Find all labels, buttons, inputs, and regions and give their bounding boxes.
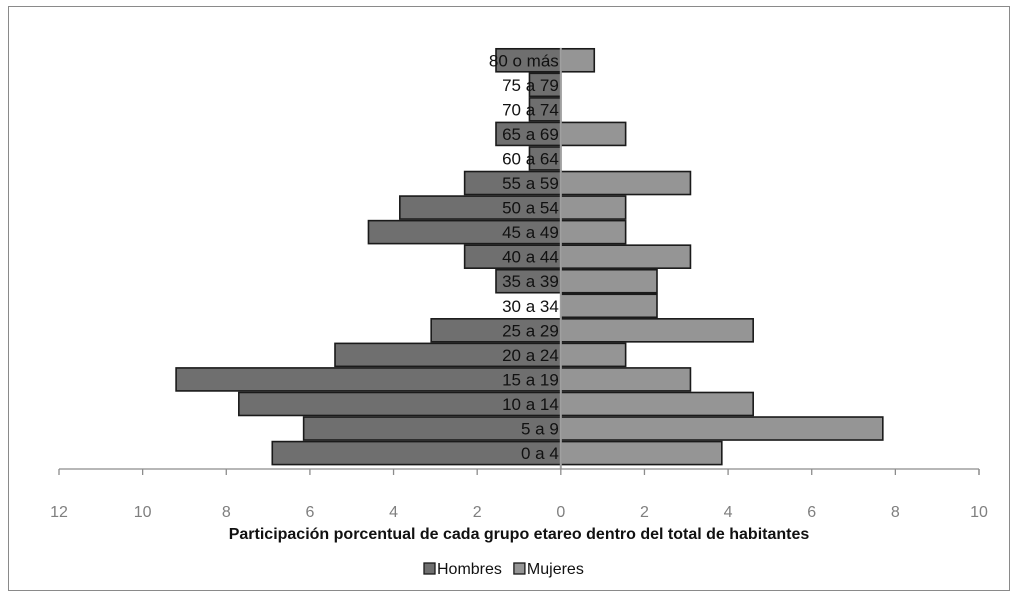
age-group-label: 0 a 4: [521, 444, 559, 463]
age-group-label: 60 a 64: [502, 149, 559, 168]
bar-mujeres-65-a-69: [560, 121, 627, 147]
x-tick-label: 8: [891, 504, 900, 521]
bar-mujeres-0-a-4: [560, 440, 723, 466]
age-group-label: 75 a 79: [502, 76, 559, 95]
bar-mujeres-40-a-44: [560, 244, 692, 269]
bar-hombres-0-a-4: [271, 440, 562, 466]
x-tick-label: 4: [724, 504, 733, 521]
legend-label-hombres: Hombres: [437, 561, 502, 578]
x-tick-label: 10: [134, 504, 152, 521]
bar-mujeres-25-a-29: [560, 318, 754, 343]
x-tick-label: 2: [473, 504, 482, 521]
legend-swatch-mujeres: [513, 562, 526, 575]
x-tick-label: 0: [556, 504, 565, 521]
age-group-label: 70 a 74: [502, 100, 559, 119]
legend-swatch-hombres: [423, 562, 436, 575]
age-group-label: 15 a 19: [502, 370, 559, 389]
legend-label-mujeres: Mujeres: [527, 561, 584, 578]
age-labels: 0 a 4 5 a 9 10 a 14 15 a 19 20 a 24 25 a 29 30…: [489, 51, 559, 463]
age-group-label: 35 a 39: [502, 272, 559, 291]
age-group-label: 40 a 44: [502, 248, 559, 267]
x-tick-label: 6: [305, 504, 314, 521]
age-group-label: 65 a 69: [502, 125, 559, 144]
age-group-label: 45 a 49: [502, 223, 559, 242]
age-group-label: 50 a 54: [502, 199, 559, 218]
legend: Hombres Mujeres: [423, 561, 584, 578]
bar-mujeres-45-a-49: [560, 219, 627, 245]
population-pyramid-chart: 12 10 8 6 4 2 0 2 4 6 8 10 0 a 4 5 a 9 10 a 14 15 a 19…: [50, 47, 988, 578]
x-axis-title: Participación porcentual de cada grupo e…: [229, 526, 810, 543]
x-axis: 12 10 8 6 4 2 0 2 4 6 8 10: [50, 48, 988, 521]
bar-mujeres-55-a-59: [560, 170, 692, 196]
x-tick-label: 8: [222, 504, 231, 521]
x-tick-label: 10: [970, 504, 988, 521]
age-group-label: 25 a 29: [502, 321, 559, 340]
age-group-label: 5 a 9: [521, 420, 559, 439]
chart-frame: 12 10 8 6 4 2 0 2 4 6 8 10 0 a 4 5 a 9 10 a 14 15 a 19…: [8, 6, 1010, 591]
bar-mujeres-30-a-34: [560, 293, 658, 319]
bar-mujeres-5-a-9: [560, 416, 884, 441]
bar-mujeres-10-a-14: [560, 391, 754, 417]
x-tick-label: 6: [807, 504, 816, 521]
age-group-label: 30 a 34: [502, 297, 559, 316]
bar-mujeres-50-a-54: [560, 195, 627, 220]
x-tick-label: 12: [50, 504, 68, 521]
bar-mujeres-15-a-19: [560, 367, 692, 392]
x-tick-label: 4: [389, 504, 398, 521]
age-group-label: 80 o más: [489, 51, 559, 70]
x-tick-label: 2: [640, 504, 649, 521]
bar-mujeres-80-o-más: [560, 47, 596, 73]
age-group-label: 10 a 14: [502, 395, 559, 414]
age-group-label: 55 a 59: [502, 174, 559, 193]
age-group-label: 20 a 24: [502, 346, 559, 365]
bar-mujeres-20-a-24: [560, 342, 627, 368]
bar-mujeres-35-a-39: [560, 268, 658, 294]
